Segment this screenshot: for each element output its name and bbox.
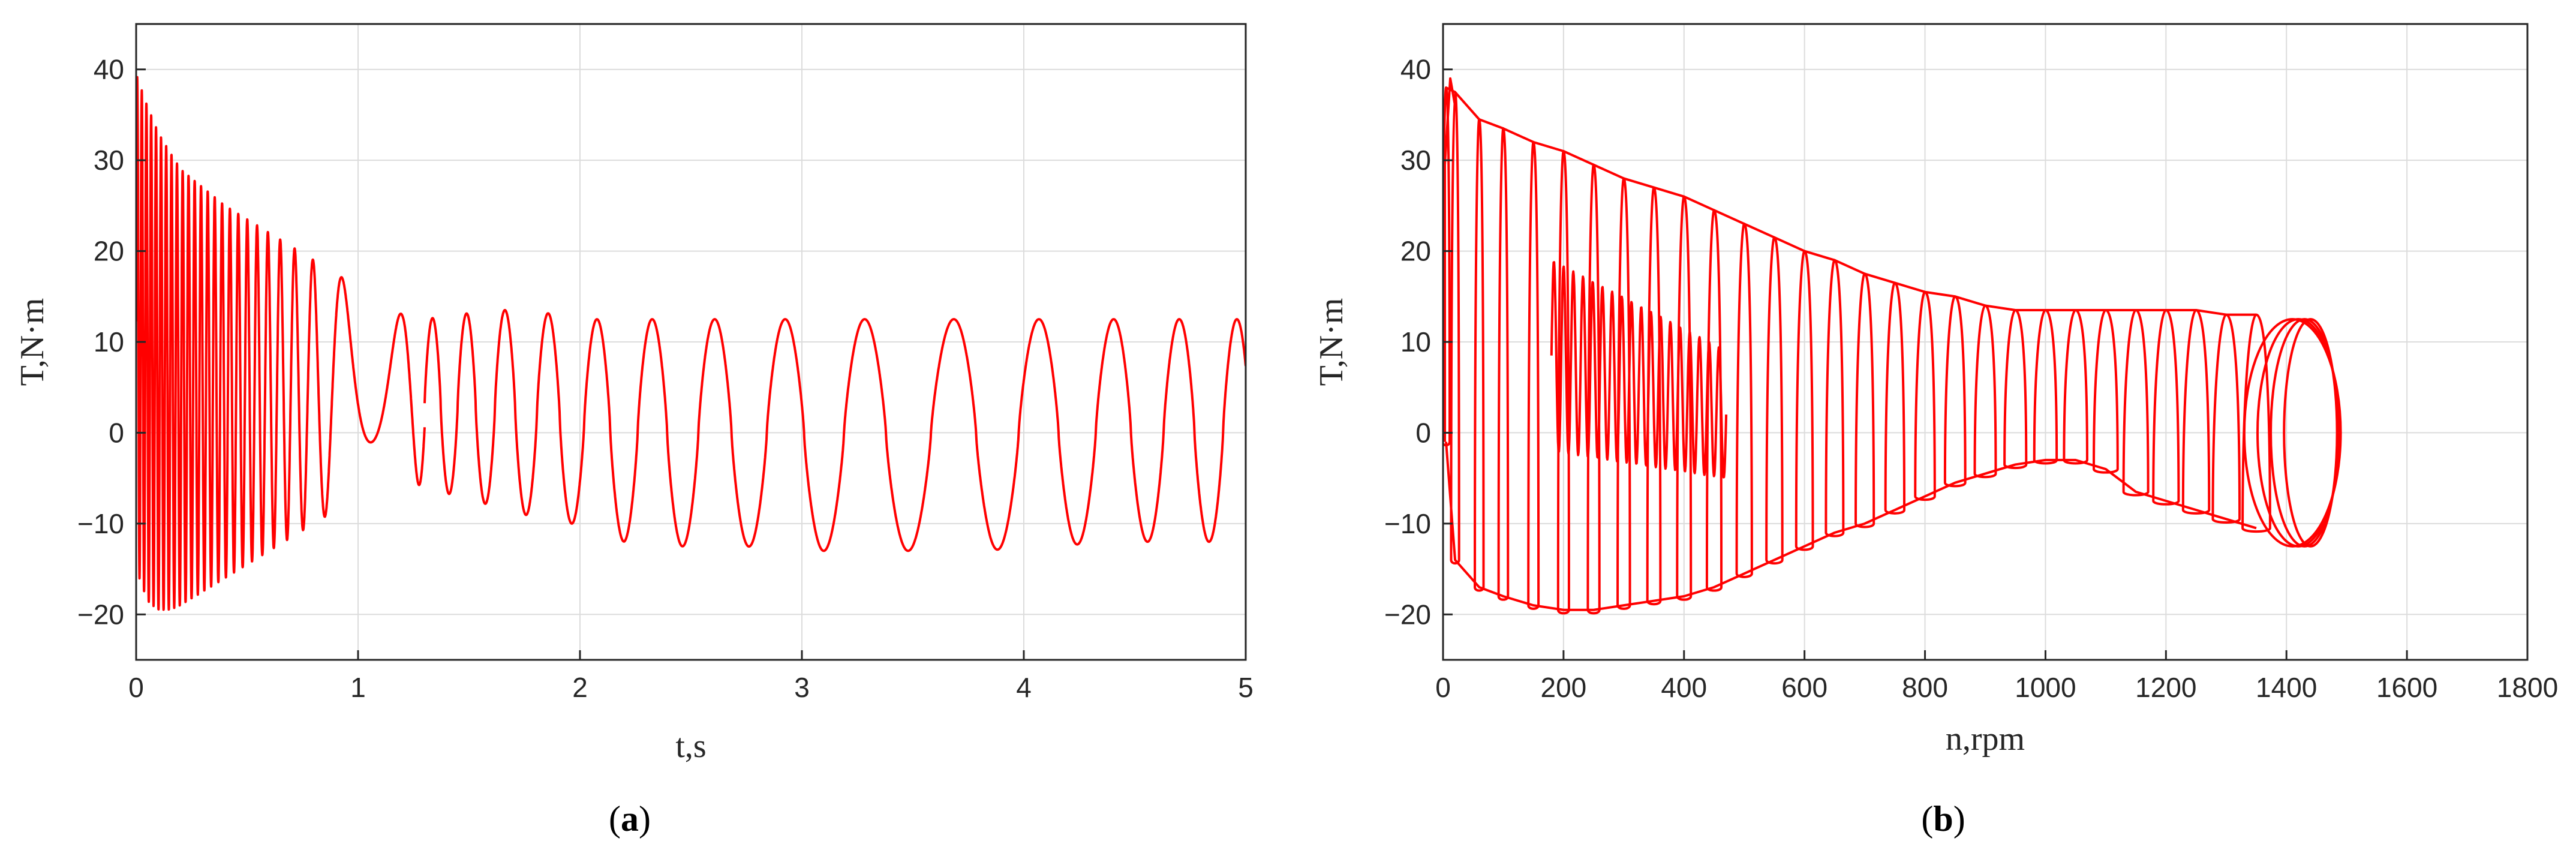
- trajectory-loop: [2003, 309, 2028, 470]
- trajectory-loop: [1973, 304, 1997, 479]
- y-tick-label: 20: [94, 236, 124, 267]
- limit-cycle-loop: [2256, 318, 2341, 548]
- x-tick-label: 1400: [2256, 672, 2317, 703]
- x-tick-label: 200: [1541, 672, 1587, 703]
- chart-panel-a: 0 1 2 3 4 5 −20 −10 0 10 20 30 40 t,s T,N·m (a): [14, 23, 1254, 839]
- y-tick-label: 10: [94, 326, 124, 358]
- grid-a: [136, 24, 1246, 660]
- x-axis-label-a: t,s: [675, 728, 706, 765]
- y-tick-label: 0: [109, 417, 124, 448]
- plot-area-b: [1443, 77, 2342, 615]
- trajectory-loop: [1497, 127, 1510, 601]
- start-transient: [1444, 77, 1457, 442]
- y-tick-label: 20: [1400, 236, 1431, 267]
- y-tick-label: −10: [1384, 508, 1431, 539]
- x-tick-label: 2: [572, 672, 588, 703]
- grid-b: [1442, 24, 2528, 660]
- x-tick-label: 5: [1238, 672, 1254, 703]
- y-tick-label: 30: [94, 145, 124, 176]
- trajectory-loop: [2093, 309, 2119, 474]
- caption-a-letter: a: [621, 799, 639, 839]
- y-tick-label: 10: [1400, 326, 1431, 358]
- x-tick-label: 0: [128, 672, 144, 703]
- caption-b-letter: b: [1933, 799, 1953, 839]
- x-tick-label: 1200: [2135, 672, 2196, 703]
- trajectory-loop: [1474, 118, 1485, 592]
- trajectory-loop: [2241, 313, 2271, 533]
- x-tick-label: 0: [1435, 672, 1451, 703]
- caption-a: (a): [609, 799, 651, 839]
- x-tick-label: 1600: [2376, 672, 2437, 703]
- trajectory-loop: [1854, 272, 1875, 528]
- trajectory-loop: [2033, 309, 2058, 465]
- y-tick-label: −20: [77, 599, 124, 630]
- trajectory-loop: [2122, 309, 2150, 497]
- trajectory-loop: [1705, 209, 1723, 592]
- inner-trajectory: [1550, 261, 1728, 479]
- y-tick-label: 40: [94, 54, 124, 85]
- y-tick-label: −20: [1384, 599, 1431, 630]
- ticks-a: 0 1 2 3 4 5 −20 −10 0 10 20 30 40: [77, 54, 1254, 703]
- y-axis-label-b: T,N·m: [1313, 298, 1350, 386]
- x-tick-label: 800: [1902, 672, 1948, 703]
- trajectory-loop: [1914, 290, 1936, 501]
- peak-envelope: [1445, 86, 2256, 316]
- limit-cycle-loop: [2283, 318, 2338, 548]
- series-line-dense: [136, 76, 426, 611]
- caption-b: (b): [1921, 799, 1965, 839]
- caption-b-open: (: [1921, 799, 1933, 839]
- trajectory-loop: [2211, 313, 2241, 524]
- caption-a-open: (: [609, 799, 621, 839]
- y-tick-label: 0: [1415, 417, 1431, 448]
- trajectory-loop: [1824, 259, 1845, 537]
- trajectory-loop: [1556, 150, 1570, 615]
- plot-area-a: [136, 76, 1246, 611]
- x-axis-label-b: n,rpm: [1946, 720, 2025, 758]
- x-tick-label: 4: [1016, 672, 1032, 703]
- trajectory-loop: [1943, 295, 1967, 488]
- x-tick-label: 1800: [2497, 672, 2558, 703]
- x-tick-label: 1: [350, 672, 366, 703]
- caption-b-close: ): [1953, 799, 1965, 839]
- ticks-b: 0 200 400 600 800 1000 1200 1400 1600 1800 −20 −10 0…: [1384, 54, 2558, 703]
- trajectory-loop: [1795, 250, 1814, 551]
- limit-cycle-loop: [2270, 318, 2340, 548]
- x-tick-label: 3: [794, 672, 810, 703]
- trajectory-loop: [1450, 91, 1460, 565]
- trajectory-loop: [1616, 177, 1631, 610]
- y-tick-label: 40: [1400, 54, 1431, 85]
- trajectory-loop: [2152, 309, 2180, 506]
- y-axis-label-a: T,N·m: [14, 298, 51, 386]
- trajectory-loop: [1586, 163, 1601, 615]
- series-line-slow: [423, 309, 1246, 552]
- x-tick-label: 1000: [2015, 672, 2076, 703]
- y-tick-label: −10: [77, 508, 124, 539]
- x-tick-label: 400: [1661, 672, 1707, 703]
- trajectory-loop: [2063, 309, 2088, 465]
- y-tick-label: 30: [1400, 145, 1431, 176]
- trajectory-loop: [1884, 281, 1905, 515]
- trough-envelope: [1445, 441, 2257, 611]
- trajectory-loop: [1735, 223, 1753, 578]
- chart-panel-b: 0 200 400 600 800 1000 1200 1400 1600 1800 −20 −10 0…: [1313, 23, 2558, 839]
- caption-a-close: ): [639, 799, 651, 839]
- trajectory-loop: [1765, 236, 1784, 565]
- x-tick-label: 600: [1781, 672, 1827, 703]
- trajectory-loop: [1527, 140, 1540, 610]
- trajectory-loop: [2181, 309, 2211, 515]
